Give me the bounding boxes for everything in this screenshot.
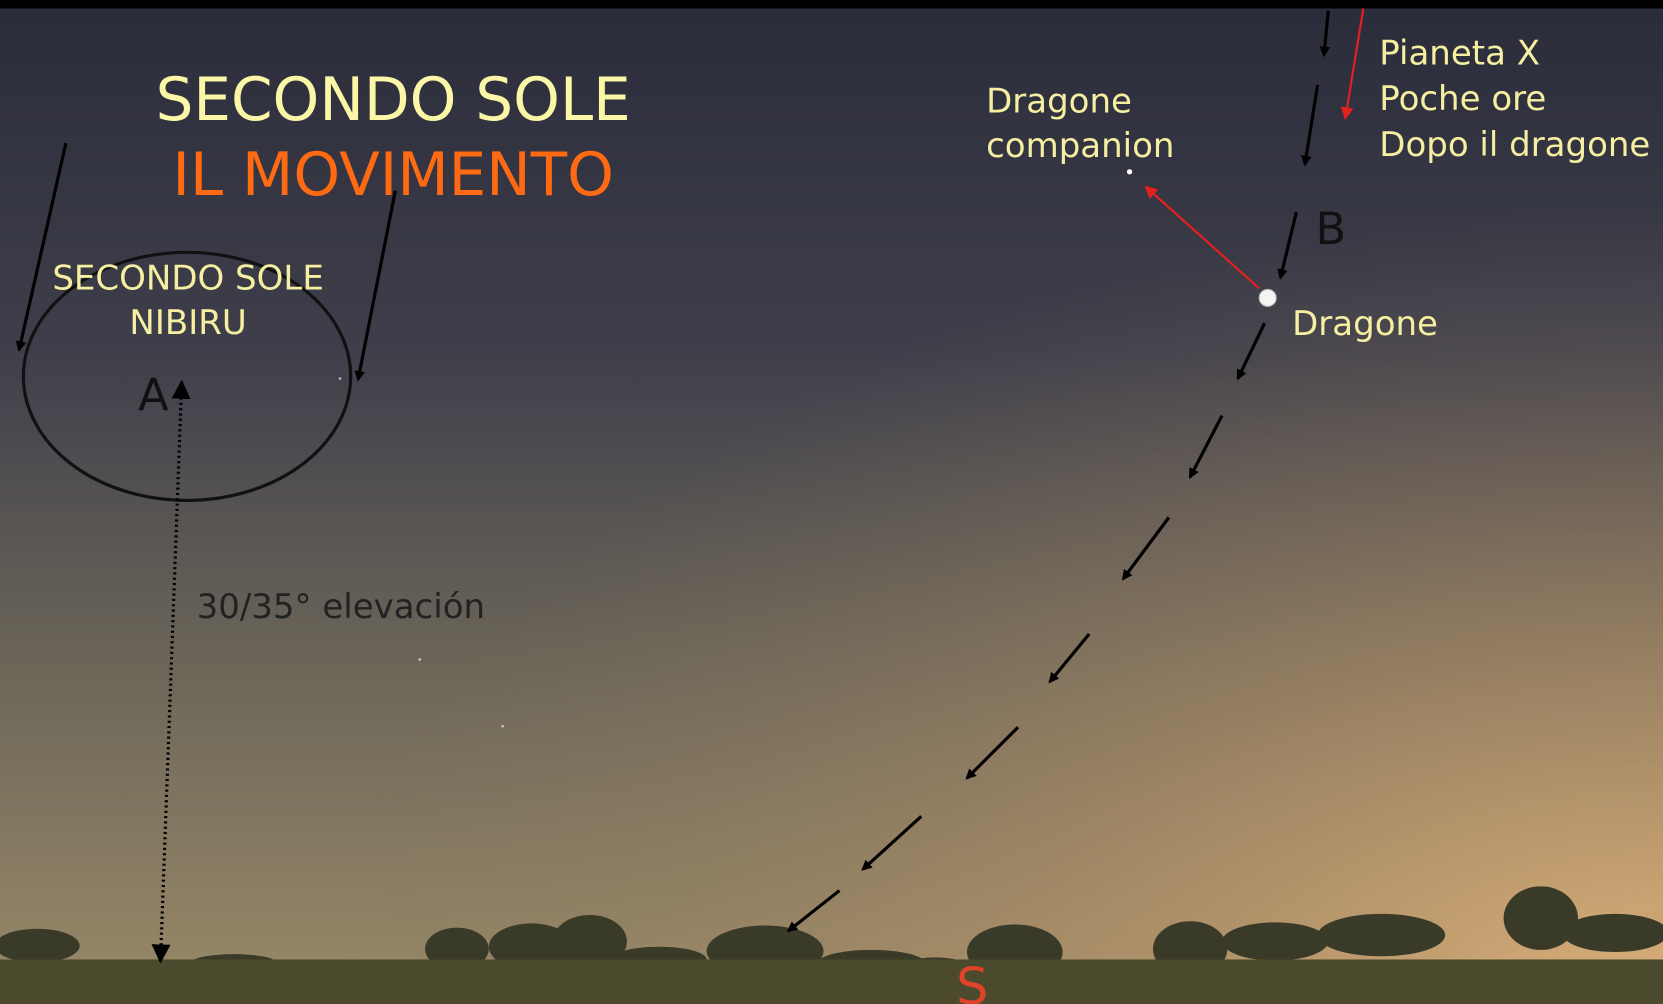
ground xyxy=(0,959,1663,1004)
label: Pianeta X xyxy=(1379,34,1540,74)
label: SECONDO SOLE xyxy=(52,258,323,298)
labels: SECONDO SOLE NIBIRU Dragone companion Dr… xyxy=(52,34,1650,344)
arrow xyxy=(1048,632,1091,684)
red-arrows xyxy=(1144,8,1365,290)
arrow xyxy=(786,889,841,933)
label: companion xyxy=(986,126,1174,166)
path-arrows xyxy=(15,10,1331,933)
arrow xyxy=(1188,414,1224,479)
companion-object xyxy=(1126,169,1133,175)
label: NIBIRU xyxy=(129,303,246,343)
top-bar xyxy=(0,0,1663,9)
arrow xyxy=(1236,322,1266,381)
point-label: A xyxy=(138,369,169,421)
star xyxy=(418,658,422,661)
label: Dragone xyxy=(986,81,1132,121)
star xyxy=(338,377,342,380)
arrow xyxy=(1300,84,1320,167)
label: Dopo il dragone xyxy=(1379,125,1650,165)
title-line: SECONDO SOLE xyxy=(156,66,631,135)
arrow xyxy=(1340,8,1365,120)
arrow xyxy=(354,190,397,382)
arrow xyxy=(15,142,68,352)
arrow xyxy=(1144,185,1260,290)
point-label: B xyxy=(1316,203,1347,255)
elevation-label: 30/35° elevación xyxy=(197,587,485,627)
label: Poche ore xyxy=(1379,79,1546,119)
label: Dragone xyxy=(1292,304,1438,344)
arrow xyxy=(965,726,1020,780)
arrow xyxy=(1319,10,1331,58)
title-line: IL MOVIMENTO xyxy=(172,141,614,210)
compass-label: S xyxy=(956,958,988,1004)
arrow xyxy=(1121,516,1171,581)
arrow xyxy=(861,815,923,871)
elevation-line xyxy=(151,379,191,964)
dragone-object xyxy=(1258,288,1277,307)
arrow xyxy=(1277,211,1298,280)
star xyxy=(501,724,504,728)
